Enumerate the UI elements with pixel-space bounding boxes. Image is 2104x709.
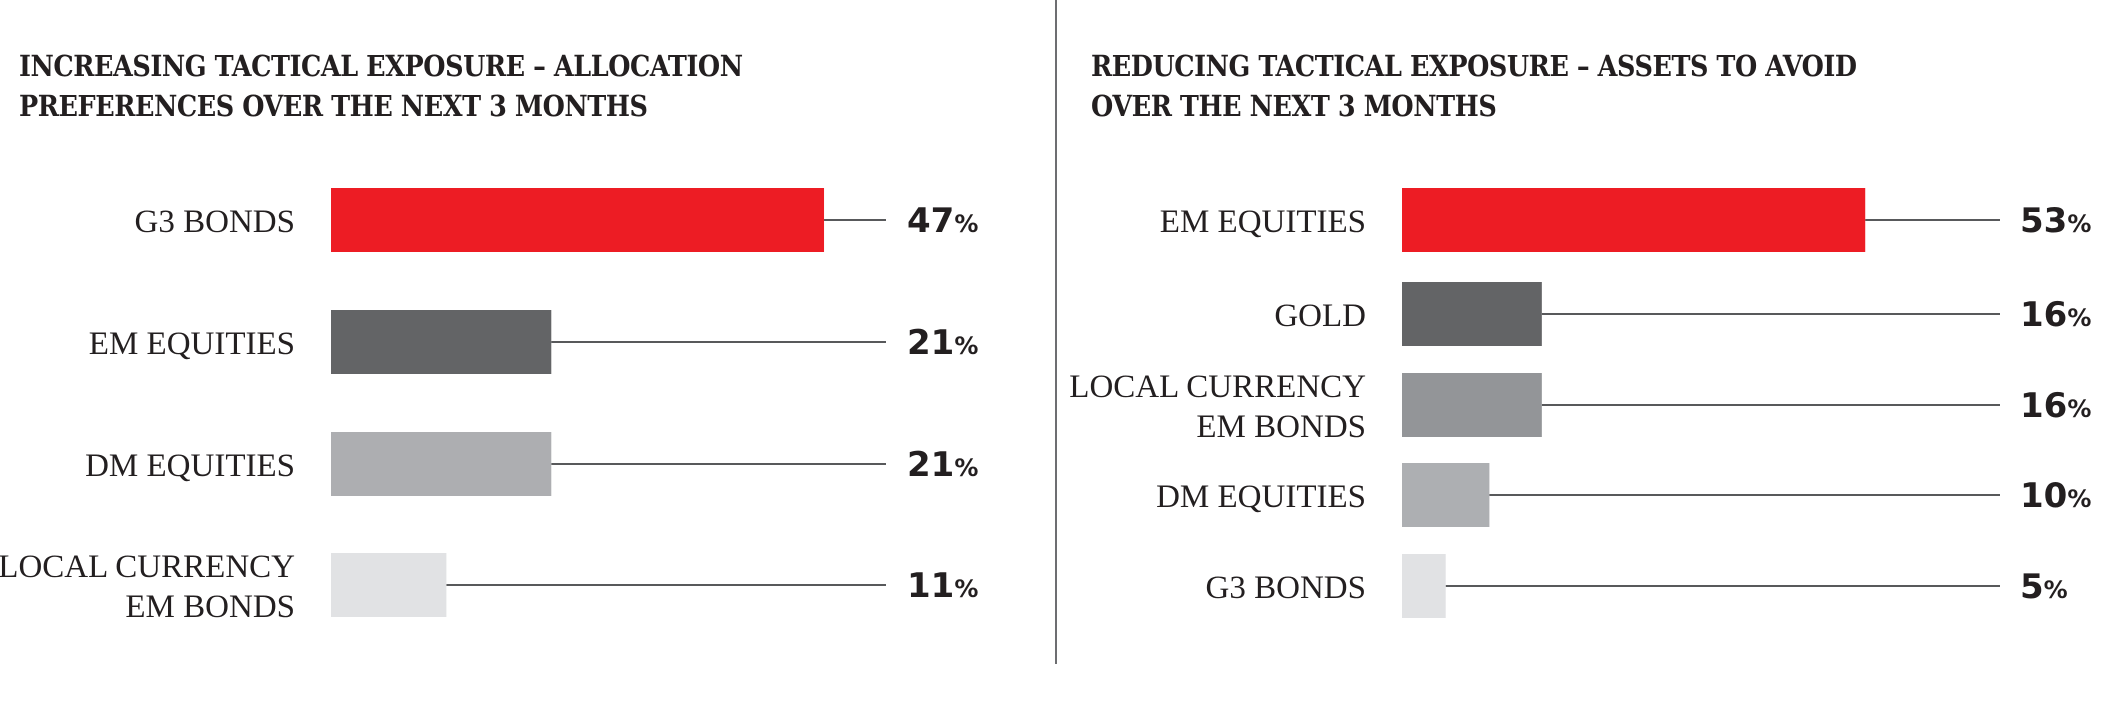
value-label: 16% (2020, 295, 2091, 335)
left-title-line-1: INCREASING TACTICAL EXPOSURE – ALLOCATIO… (19, 49, 743, 83)
percent-sign: % (954, 454, 978, 482)
category-label: GOLD (1274, 298, 1366, 334)
percent-sign: % (2067, 485, 2091, 513)
category-label: DM EQUITIES (85, 448, 295, 484)
value-label: 21% (907, 445, 978, 485)
percent-sign: % (954, 332, 978, 360)
left-chart-title: INCREASING TACTICAL EXPOSURE – ALLOCATIO… (19, 46, 743, 126)
panel-divider (1055, 0, 1057, 664)
bar (331, 553, 447, 617)
right-title-line-1: REDUCING TACTICAL EXPOSURE – ASSETS TO A… (1091, 49, 1857, 83)
bar (1402, 373, 1542, 437)
category-label: LOCAL CURRENCY (0, 549, 295, 585)
category-label: EM BONDS (1196, 409, 1366, 445)
value-label: 5% (2020, 567, 2068, 607)
bar (1402, 188, 1866, 252)
bar (331, 310, 552, 374)
value-label: 47% (907, 201, 978, 241)
percent-sign: % (2044, 576, 2068, 604)
percent-sign: % (954, 210, 978, 238)
bar (331, 432, 552, 496)
category-label: DM EQUITIES (1156, 479, 1366, 515)
value-label: 16% (2020, 386, 2091, 426)
percent-sign: % (2067, 210, 2091, 238)
category-label: G3 BONDS (1206, 570, 1366, 606)
value-label: 11% (907, 566, 978, 606)
percent-sign: % (2067, 304, 2091, 332)
right-title-line-2: OVER THE NEXT 3 MONTHS (1091, 89, 1497, 123)
category-label: EM BONDS (125, 589, 295, 625)
category-label: EM EQUITIES (1160, 204, 1366, 240)
category-label: G3 BONDS (135, 204, 295, 240)
percent-sign: % (954, 575, 978, 603)
bar (1402, 282, 1542, 346)
percent-sign: % (2067, 395, 2091, 423)
value-label: 21% (907, 323, 978, 363)
right-chart-title: REDUCING TACTICAL EXPOSURE – ASSETS TO A… (1091, 46, 1857, 126)
category-label: LOCAL CURRENCY (1069, 369, 1366, 405)
category-label: EM EQUITIES (89, 326, 295, 362)
bar (1402, 463, 1490, 527)
value-label: 10% (2020, 476, 2091, 516)
bar (1402, 554, 1446, 618)
value-label: 53% (2020, 201, 2091, 241)
left-title-line-2: PREFERENCES OVER THE NEXT 3 MONTHS (19, 89, 648, 123)
bar (331, 188, 825, 252)
